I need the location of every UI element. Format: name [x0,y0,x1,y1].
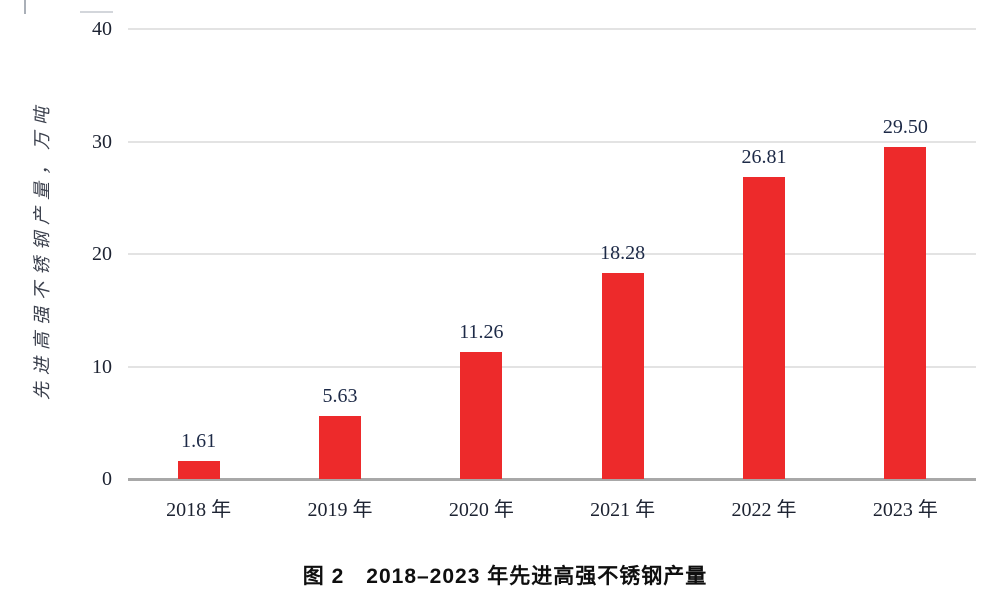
x-tick-label: 2020 年 [448,499,514,521]
x-axis-line [128,478,976,481]
y-axis-title: 先进高强不锈钢产量，万吨 [32,100,52,400]
bar-value-label: 1.61 [181,429,217,452]
bar-value-label: 18.28 [600,242,646,265]
figure-caption: 图 2 2018–2023 年先进高强不锈钢产量 [302,565,708,588]
bar-value-label: 26.81 [741,146,787,169]
bar-value-label: 11.26 [459,321,504,344]
bar-value-label: 29.50 [882,116,928,139]
stray-mark-dash [80,11,113,13]
y-tick-label: 40 [92,18,112,40]
y-tick-label: 20 [92,243,112,265]
y-tick-label: 10 [92,355,112,378]
x-tick-label: 2022 年 [731,499,797,521]
x-tick-label: 2021 年 [590,499,656,521]
gridline [128,28,976,30]
bar [884,147,927,479]
bar-value-label: 5.63 [322,384,358,407]
bar [460,352,503,479]
stray-mark-vertical [24,0,26,14]
bar [177,460,220,479]
bar [601,273,644,479]
x-tick-label: 2023 年 [872,499,938,521]
x-tick-label: 2018 年 [166,499,232,521]
bar [743,177,785,479]
gridline [128,253,976,255]
bar [319,415,361,479]
y-tick-label: 30 [92,130,112,153]
y-tick-label: 0 [102,468,112,490]
x-tick-label: 2019 年 [307,499,373,521]
gridline [128,140,976,143]
gridline [128,365,976,368]
